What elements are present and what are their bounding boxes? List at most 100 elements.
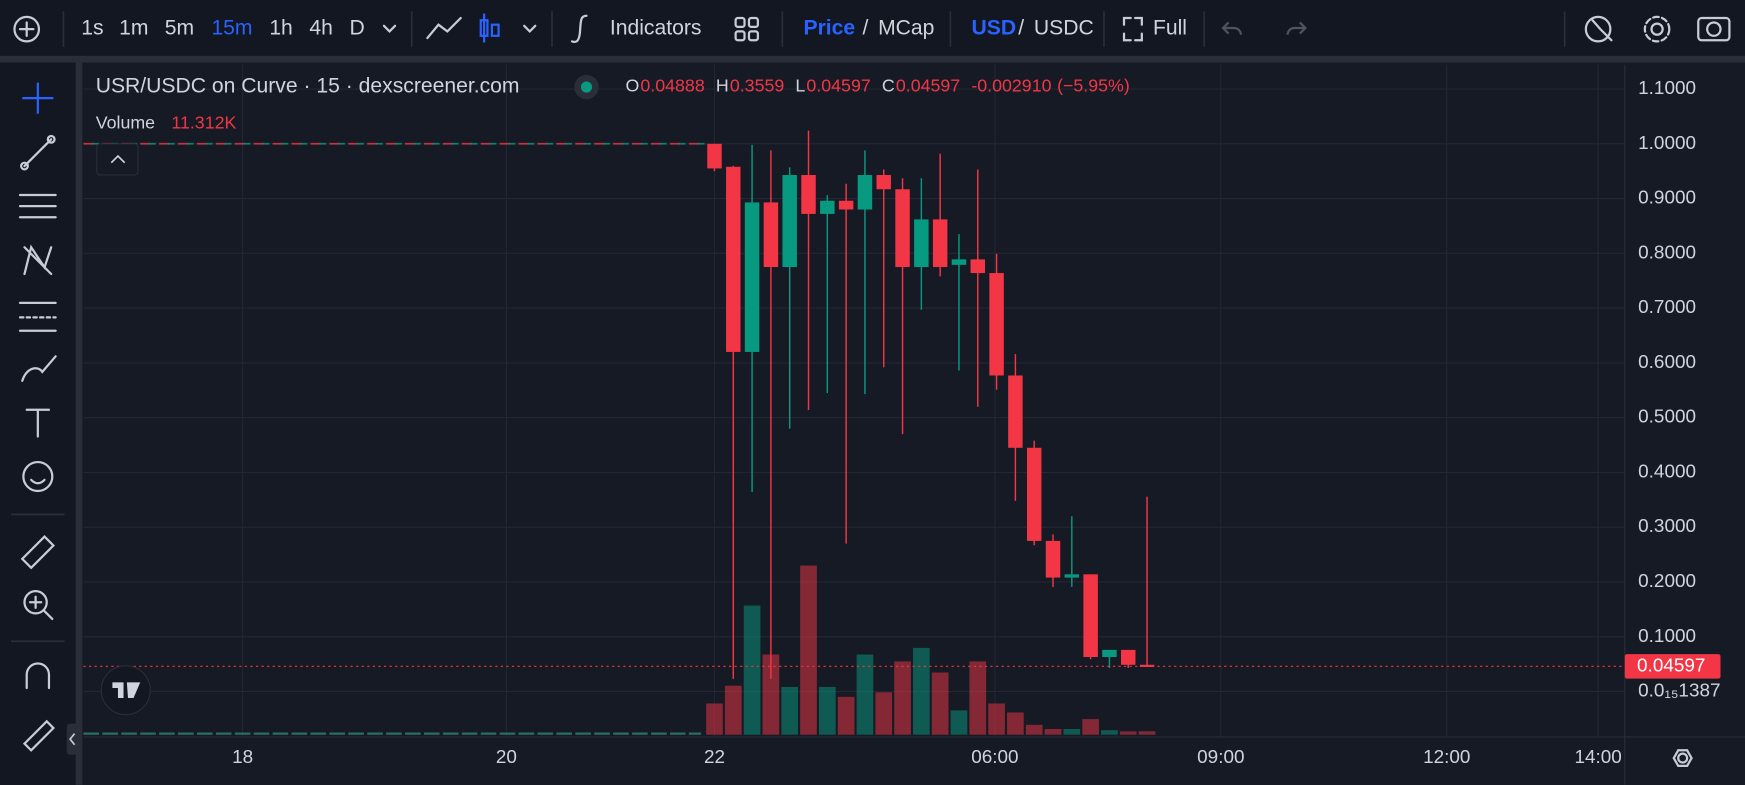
- candle-body: [895, 189, 910, 268]
- indicators-button[interactable]: Indicators: [610, 17, 702, 40]
- magnet-tool[interactable]: [25, 662, 51, 690]
- ruler-tool[interactable]: [20, 535, 55, 570]
- layout-button[interactable]: [734, 16, 759, 42]
- fib-tool[interactable]: [18, 193, 57, 219]
- volume-bar: [913, 647, 930, 735]
- legend-key: O: [625, 76, 639, 96]
- settings-button[interactable]: [1643, 15, 1671, 43]
- candle-body: [707, 143, 722, 169]
- legend-value: 0.04597: [806, 76, 870, 96]
- volume-bar: [724, 685, 742, 735]
- y-tick-label: 1.1000: [1638, 78, 1696, 99]
- last-price-label: 0.04597: [1637, 655, 1705, 676]
- candle-body: [838, 200, 854, 210]
- mcap-toggle[interactable]: MCap: [878, 17, 934, 40]
- candle-body: [744, 202, 760, 352]
- collapse-legend[interactable]: [96, 143, 139, 176]
- y-tick-label: 0.8000: [1638, 242, 1696, 263]
- status-dot: [580, 81, 593, 93]
- toggle-separator: /: [862, 17, 868, 40]
- legend-key: C: [882, 76, 895, 96]
- candle-body: [1008, 375, 1023, 448]
- volume-title: Volume: [96, 112, 155, 132]
- candle-body: [914, 219, 929, 268]
- collapse-toolbar[interactable]: [66, 723, 78, 755]
- collapse-arrow: [110, 154, 126, 164]
- emoji-tool[interactable]: [22, 460, 54, 493]
- ohlc-legend: O 0.04888 H 0.3559 L 0.04597 C 0.04597 -0.002910…: [625, 76, 1129, 96]
- volume-bar: [875, 692, 893, 735]
- axis-settings[interactable]: [1672, 749, 1693, 767]
- volume-bar: [818, 686, 836, 735]
- alert-button[interactable]: [1584, 15, 1613, 43]
- fullscreen-icon[interactable]: [1122, 16, 1143, 42]
- redo[interactable]: [1286, 21, 1307, 35]
- projection-tool[interactable]: [18, 301, 57, 332]
- candle-chart-type[interactable]: [479, 13, 500, 43]
- volume-bar: [781, 686, 799, 735]
- lock-tool[interactable]: [22, 719, 55, 752]
- volume-bar: [762, 654, 780, 735]
- candle-body: [1083, 574, 1098, 658]
- usdc-toggle[interactable]: USDC: [1034, 17, 1094, 40]
- y-tick-label: 0.9000: [1638, 188, 1696, 209]
- x-tick-label: 12:00: [1423, 747, 1470, 768]
- candle-body: [763, 202, 779, 268]
- screenshot-button[interactable]: [1697, 16, 1731, 42]
- volume-bar: [988, 703, 1005, 735]
- candle-body: [820, 200, 835, 214]
- volume-value: 11.312K: [171, 112, 236, 132]
- candles: [83, 130, 1625, 735]
- volume-bar: [1025, 724, 1043, 735]
- interval[interactable]: 1m: [119, 17, 148, 40]
- interval-active[interactable]: 15m: [211, 17, 252, 40]
- brush-tool[interactable]: [21, 355, 57, 382]
- y-tick-label: 0.1000: [1638, 626, 1696, 647]
- candle-body: [801, 175, 816, 214]
- x-tick-label: 18: [232, 747, 253, 768]
- volume-bar: [1101, 730, 1118, 735]
- volume-bar: [856, 654, 874, 735]
- y-tick-label: 0.6000: [1638, 352, 1696, 373]
- line-chart-type[interactable]: [426, 16, 462, 40]
- y-tick-label: 0.0₁₅1387: [1638, 681, 1720, 702]
- y-tick-label: 0.7000: [1638, 297, 1696, 318]
- usd-toggle[interactable]: USD: [972, 17, 1017, 40]
- pattern-tool[interactable]: [23, 244, 53, 276]
- x-tick-label: 22: [704, 747, 725, 768]
- interval[interactable]: 1s: [81, 17, 103, 40]
- chart-type-menu[interactable]: [523, 24, 537, 33]
- y-tick-label: 0.5000: [1638, 407, 1696, 428]
- text-tool[interactable]: [25, 408, 51, 438]
- interval[interactable]: 1h: [269, 17, 293, 40]
- candle-body: [1064, 574, 1080, 578]
- zoom-tool[interactable]: [23, 590, 54, 621]
- x-tick-label: 06:00: [971, 747, 1018, 768]
- volume-bar: [931, 672, 949, 735]
- y-tick-label: 1.0000: [1638, 133, 1696, 154]
- price-toggle[interactable]: Price: [804, 17, 856, 40]
- interval[interactable]: 5m: [165, 17, 194, 40]
- trendline-tool[interactable]: [20, 134, 56, 171]
- fullscreen-button[interactable]: Full: [1153, 17, 1187, 40]
- indicators-icon[interactable]: [570, 14, 588, 43]
- candle-body: [970, 259, 986, 274]
- interval[interactable]: 4h: [309, 17, 333, 40]
- volume-bar: [706, 703, 723, 735]
- interval[interactable]: D: [349, 17, 364, 40]
- volume-bar: [1044, 729, 1062, 735]
- volume-bar: [1138, 731, 1156, 735]
- legend-change-pct: (−5.95%): [1057, 76, 1130, 96]
- interval-menu[interactable]: [382, 24, 397, 33]
- volume-bar: [1063, 729, 1081, 735]
- candle-body: [989, 273, 1004, 376]
- y-tick-label: 0.4000: [1638, 461, 1696, 482]
- undo[interactable]: [1221, 21, 1242, 35]
- x-tick-label: 20: [496, 747, 517, 768]
- toolbar-divider: [0, 55, 1745, 63]
- volume-bar: [743, 605, 761, 735]
- add-symbol[interactable]: [13, 15, 41, 43]
- legend-key: H: [716, 76, 729, 96]
- crosshair-tool[interactable]: [22, 82, 54, 114]
- candle-body: [1102, 649, 1117, 658]
